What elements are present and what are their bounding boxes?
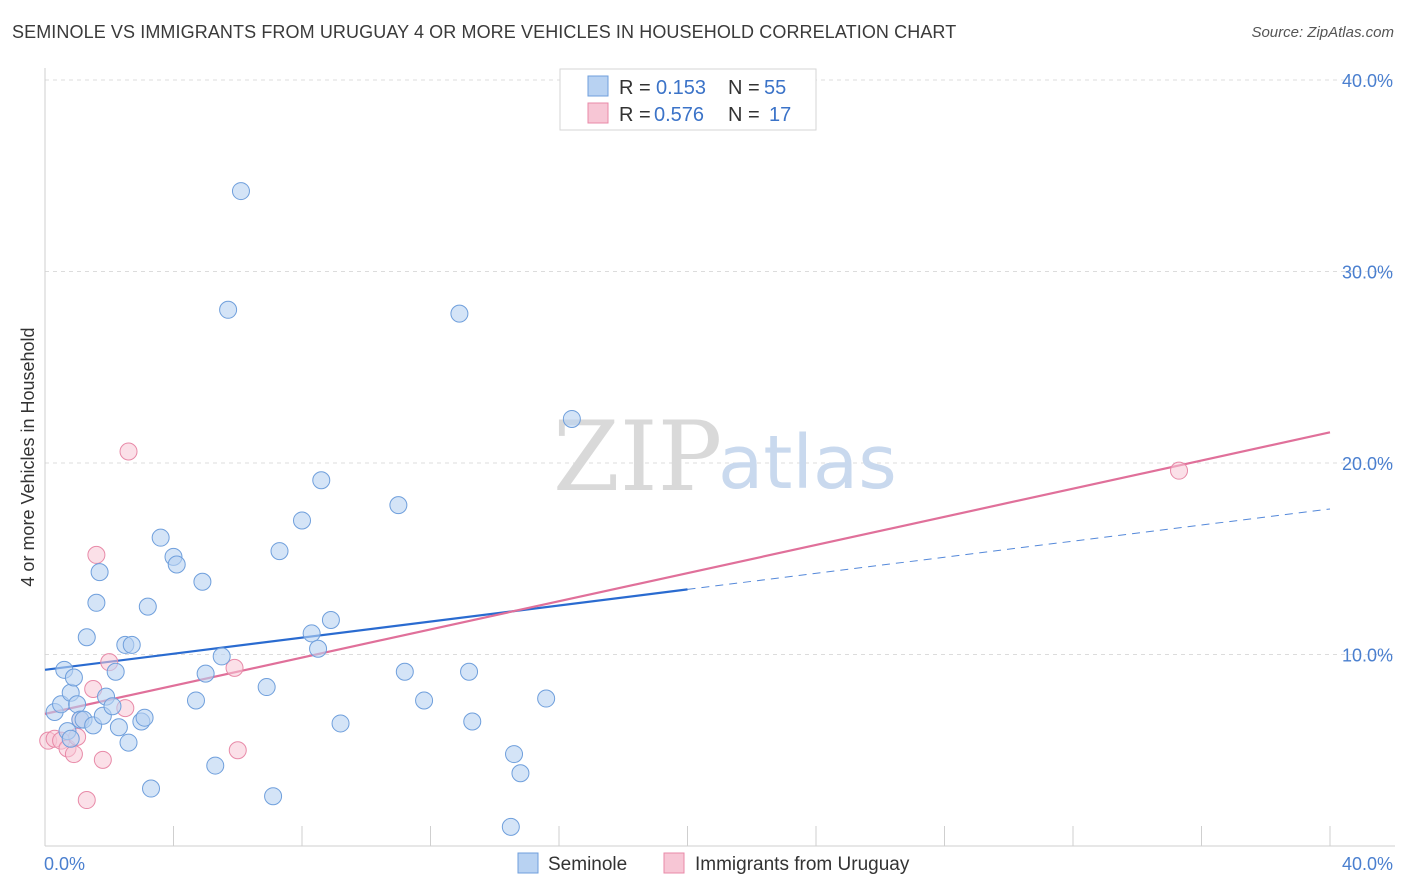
watermark-atlas: atlas <box>718 420 897 506</box>
data-point-seminole <box>312 471 331 490</box>
trend-lines <box>44 431 1331 715</box>
data-point-seminole <box>321 611 340 630</box>
data-point-seminole <box>77 628 96 647</box>
y-tick-label: 20.0% <box>1342 454 1393 474</box>
data-point-seminole <box>106 662 125 681</box>
data-point-seminole <box>87 593 106 612</box>
data-point-seminole <box>293 511 311 530</box>
data-point-seminole <box>505 745 524 764</box>
watermark: ZIP atlas <box>553 401 897 513</box>
legend-r-value: 0.576 <box>654 104 704 126</box>
axes <box>44 68 1395 847</box>
data-point-seminole <box>450 304 469 323</box>
bottom-legend-swatch-seminole <box>517 852 539 874</box>
legend-n-label: N = <box>728 104 760 126</box>
data-point-uruguay <box>225 658 244 677</box>
trend-line-uruguay <box>44 431 1331 715</box>
data-point-seminole <box>562 409 581 428</box>
data-point-seminole <box>511 764 530 783</box>
data-point-seminole <box>331 714 350 733</box>
data-point-seminole <box>537 689 556 708</box>
legend-n-label: N = <box>728 77 760 99</box>
data-point-seminole <box>90 563 109 582</box>
data-point-seminole <box>389 496 408 515</box>
data-point-seminole <box>103 697 122 716</box>
data-point-seminole <box>231 182 250 201</box>
data-point-seminole <box>119 733 138 752</box>
y-axis-label: 4 or more Vehicles in Household <box>18 327 38 586</box>
x-tick-labels: 0.0% 40.0% <box>44 854 1393 874</box>
legend-swatch-seminole <box>587 75 609 97</box>
legend: R = 0.153 N = 55 R = 0.576 N = 17 <box>559 68 817 131</box>
legend-n-value: 17 <box>769 104 791 126</box>
data-point-uruguay <box>93 750 112 769</box>
data-point-seminole <box>395 662 414 681</box>
watermark-zip: ZIP <box>553 401 722 513</box>
bottom-legend-swatch-uruguay <box>663 852 685 874</box>
data-point-uruguay <box>87 545 106 564</box>
y-tick-label: 40.0% <box>1342 71 1393 91</box>
legend-n-value: 55 <box>764 77 786 99</box>
data-point-seminole <box>257 678 276 697</box>
data-point-seminole <box>196 664 215 683</box>
trend-line-seminole-extension <box>687 508 1331 590</box>
data-point-seminole <box>212 647 231 666</box>
legend-r-label: R = <box>619 77 651 99</box>
legend-r-label: R = <box>619 104 651 126</box>
data-point-seminole <box>206 756 225 775</box>
data-point-seminole <box>193 572 212 591</box>
data-point-seminole <box>138 597 157 616</box>
data-point-seminole <box>122 635 141 654</box>
x-tick-label: 0.0% <box>44 854 85 874</box>
trend-line-seminole <box>44 588 688 671</box>
data-point-seminole <box>219 300 238 319</box>
data-point-seminole <box>151 528 170 547</box>
data-point-seminole <box>135 708 154 727</box>
data-point-seminole <box>270 542 289 561</box>
legend-r-value: 0.153 <box>656 77 706 99</box>
data-point-seminole <box>186 691 205 710</box>
data-point-seminole <box>309 639 328 658</box>
chart-source: Source: ZipAtlas.com <box>1251 24 1394 41</box>
gridlines <box>45 79 1395 655</box>
legend-swatch-uruguay <box>587 102 609 124</box>
bottom-legend-seminole: Seminole <box>548 854 627 875</box>
bottom-legend-uruguay: Immigrants from Uruguay <box>695 854 910 875</box>
data-point-seminole <box>415 691 434 710</box>
data-point-uruguay <box>64 745 83 764</box>
data-point-uruguay <box>119 442 138 461</box>
data-point-seminole <box>463 712 482 731</box>
data-point-seminole <box>167 555 186 574</box>
chart-title: SEMINOLE VS IMMIGRANTS FROM URUGUAY 4 OR… <box>12 22 957 42</box>
x-tick-label: 40.0% <box>1342 854 1393 874</box>
y-tick-label: 30.0% <box>1342 263 1393 283</box>
data-point-seminole <box>64 668 83 687</box>
data-point-seminole <box>460 662 479 681</box>
data-point-seminole <box>142 779 161 798</box>
data-point-uruguay <box>77 791 96 810</box>
data-point-seminole <box>68 695 87 714</box>
data-point-seminole <box>501 817 520 836</box>
bottom-legend: Seminole Immigrants from Uruguay <box>517 852 910 875</box>
y-tick-label: 10.0% <box>1342 646 1393 666</box>
data-points <box>39 182 1189 836</box>
data-point-uruguay <box>228 741 247 760</box>
y-tick-labels: 10.0% 20.0% 30.0% 40.0% <box>1342 71 1393 666</box>
data-point-seminole <box>264 787 283 806</box>
data-point-seminole <box>61 729 80 748</box>
data-point-uruguay <box>1170 461 1189 480</box>
data-point-seminole <box>109 718 128 737</box>
data-point-seminole <box>302 624 321 643</box>
